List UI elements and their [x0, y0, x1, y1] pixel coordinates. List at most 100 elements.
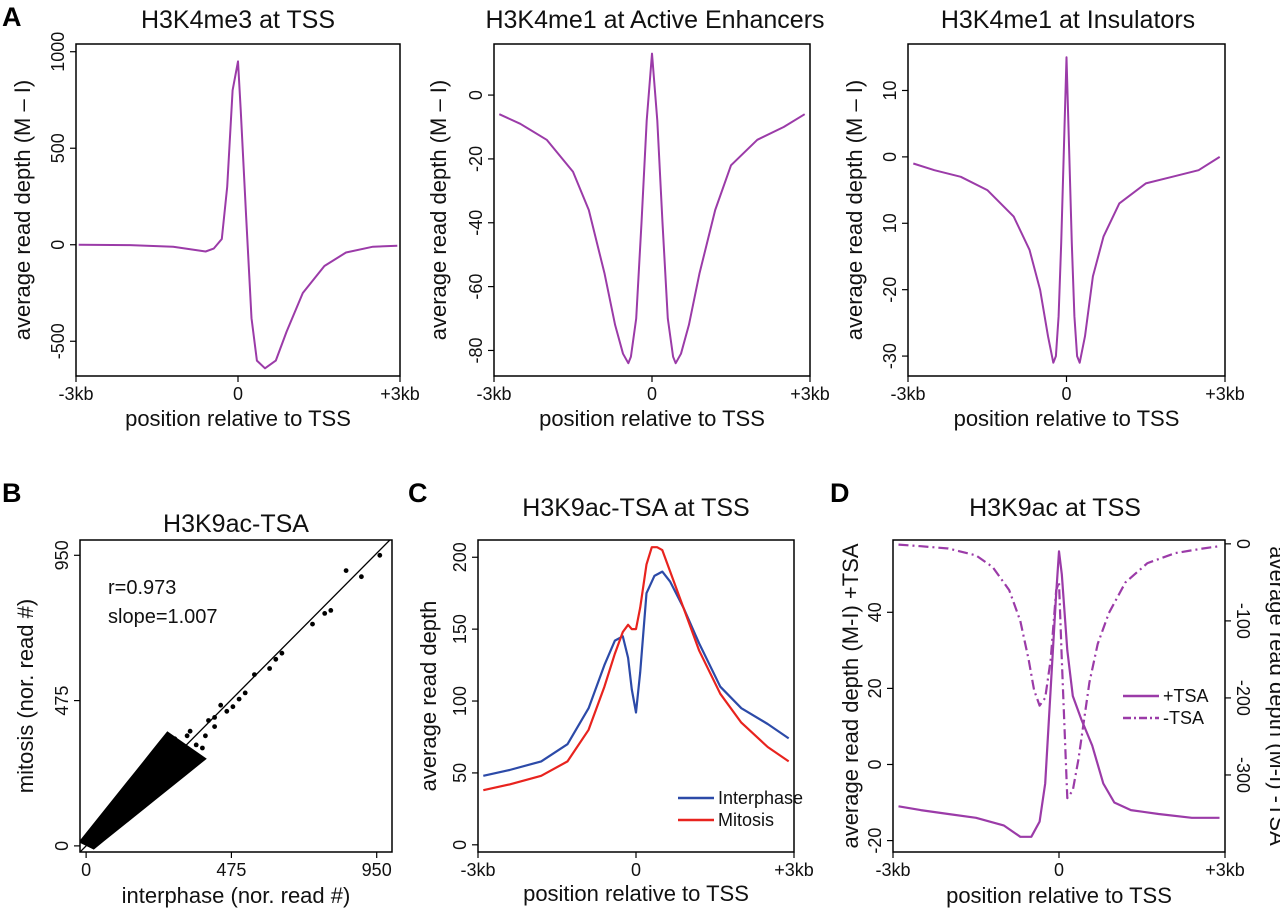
y-axis-right-label-d: average read depth (M-I) -TSA	[1265, 546, 1280, 846]
y-tick-label-a3-1: -20	[880, 277, 900, 303]
scatter-point-b-10	[224, 708, 230, 714]
y-axis-label-a3: average read depth (M – I)	[842, 80, 867, 340]
y-tick-label-a3-2: 10	[880, 213, 900, 233]
y-tick-label-a3-3: 0	[880, 152, 900, 162]
plot-frame-a3	[907, 43, 1226, 377]
scatter-point-b-9	[175, 767, 181, 772]
y-tick-label-a1-1: 0	[48, 240, 68, 250]
chart-title-d: H3K9ac at TSS	[969, 494, 1141, 522]
series-line-d-0	[898, 550, 1220, 838]
scatter-point-b-36	[178, 754, 184, 760]
x-tick-label-a1-1: 0	[233, 384, 243, 404]
y-axis-label-a2: average read depth (M – I)	[426, 80, 451, 340]
fit-line-b	[80, 540, 391, 852]
scatter-point-b-15	[236, 696, 242, 702]
panel-label-d: D	[830, 478, 850, 508]
x-tick-label-b-2: 950	[362, 860, 392, 880]
series-line-a2	[498, 52, 806, 365]
scatter-point-b-28	[175, 773, 181, 778]
y-tick-label-a2-0: -80	[466, 337, 486, 363]
y-tick-label-c-0: 0	[450, 840, 470, 850]
x-tick-label-a3-2: +3kb	[1205, 384, 1245, 404]
x-tick-label-c-0: -3kb	[460, 860, 495, 880]
plot-frame-b	[79, 539, 393, 853]
y-tick-label-a2-4: 0	[466, 90, 486, 100]
chart-c: H3K9ac-TSA at TSS position relative to TS…	[416, 494, 814, 906]
scatter-point-b-5	[193, 742, 199, 748]
annotation-b-0: r=0.973	[108, 577, 176, 599]
series-line-a3	[912, 56, 1221, 364]
y-tick-label-b-2: 950	[52, 540, 72, 570]
x-tick-label-a2-1: 0	[647, 384, 657, 404]
y-tick-label-d-1: 0	[865, 759, 885, 769]
chart-title-a1: H3K4me3 at TSS	[141, 6, 335, 34]
y-tick-label-d-3: 40	[865, 602, 885, 622]
scatter-point-b-22	[279, 650, 285, 656]
y-tick-label-c-4: 200	[450, 542, 470, 572]
x-tick-label-a3-1: 0	[1061, 384, 1071, 404]
x-tick-label-c-1: 0	[631, 860, 641, 880]
y-tick-label-c-1: 50	[450, 763, 470, 783]
x-tick-label-a3-0: -3kb	[890, 384, 925, 404]
y-axis-label-a1: average read depth (M – I)	[10, 80, 35, 340]
chart-title-b: H3K9ac-TSA	[163, 510, 309, 538]
x-tick-label-b-1: 475	[216, 860, 246, 880]
scatter-point-b-20	[343, 568, 349, 573]
series-line-c-0	[483, 570, 790, 777]
x-tick-label-a2-2: +3kb	[790, 384, 830, 404]
chart-a1: H3K4me3 at TSS position relative to TSS av…	[10, 6, 420, 431]
panel-label-c: C	[408, 478, 428, 508]
y-tick-label-c-3: 150	[450, 614, 470, 644]
y-tick-label-a2-2: -40	[466, 210, 486, 236]
x-tick-label-a2-0: -3kb	[476, 384, 511, 404]
scatter-point-b-2	[267, 666, 272, 671]
scatter-point-b-14	[218, 702, 224, 708]
x-tick-label-a1-2: +3kb	[380, 384, 420, 404]
charts-layer: H3K4me3 at TSS position relative to TSS av…	[10, 6, 1280, 908]
scatter-point-b-25	[163, 754, 169, 760]
y-tick-label-a1-0: -500	[48, 323, 68, 359]
scatter-point-b-27	[154, 751, 159, 757]
scatter-point-b-37	[160, 770, 166, 775]
legend-label-d-0: +TSA	[1163, 686, 1209, 706]
y-tick-label-a3-0: -30	[880, 343, 900, 369]
plot-frame-a2	[493, 43, 811, 377]
legend-label-c-0: Interphase	[718, 788, 803, 808]
x-axis-label-a1: position relative to TSS	[125, 406, 351, 431]
series-line-d-1	[898, 543, 1220, 800]
series-line-a1	[78, 60, 398, 370]
scatter-point-b-33	[166, 779, 172, 784]
scatter-point-b-6	[187, 728, 193, 734]
y-tick-label-a2-1: -60	[466, 274, 486, 300]
scatter-point-b-30	[184, 767, 190, 772]
panel-label-b: B	[2, 478, 22, 508]
scatter-dense-cloud-b	[80, 731, 207, 850]
x-axis-label-c: position relative to TSS	[523, 881, 749, 906]
scatter-point-b-18	[322, 611, 328, 616]
x-axis-label-a2: position relative to TSS	[539, 406, 765, 431]
y-axis-label-d: average read depth (M-I) +TSA	[838, 543, 863, 848]
x-axis-label-a3: position relative to TSS	[954, 406, 1180, 431]
chart-d: H3K9ac at TSS position relative to TSS ave…	[838, 494, 1280, 908]
series-line-c-1	[483, 546, 790, 792]
y-right-tick-label-d-0: -300	[1233, 757, 1253, 793]
scatter-point-b-26	[157, 760, 162, 766]
x-tick-label-b-0: 0	[81, 860, 91, 880]
scatter-point-b-16	[242, 690, 248, 696]
plot-frame-a1	[75, 43, 401, 377]
chart-title-a2: H3K4me1 at Active Enhancers	[485, 6, 824, 34]
y-right-tick-label-d-3: 0	[1233, 539, 1253, 549]
y-tick-label-d-2: 20	[865, 678, 885, 698]
scatter-point-b-23	[273, 656, 279, 662]
chart-title-c: H3K9ac-TSA at TSS	[522, 494, 749, 522]
x-tick-label-d-1: 0	[1054, 860, 1064, 880]
y-right-tick-label-d-1: -200	[1233, 680, 1253, 716]
chart-b: H3K9ac-TSA interphase (nor. read #) mitosi…	[13, 510, 393, 908]
x-tick-label-a1-0: -3kb	[58, 384, 93, 404]
chart-title-a3: H3K4me1 at Insulators	[941, 6, 1195, 34]
scatter-point-b-35	[172, 736, 178, 742]
scatter-point-b-34	[200, 745, 205, 751]
y-tick-label-a2-3: -20	[466, 146, 486, 172]
chart-a2: H3K4me1 at Active Enhancers position rela…	[426, 6, 830, 431]
